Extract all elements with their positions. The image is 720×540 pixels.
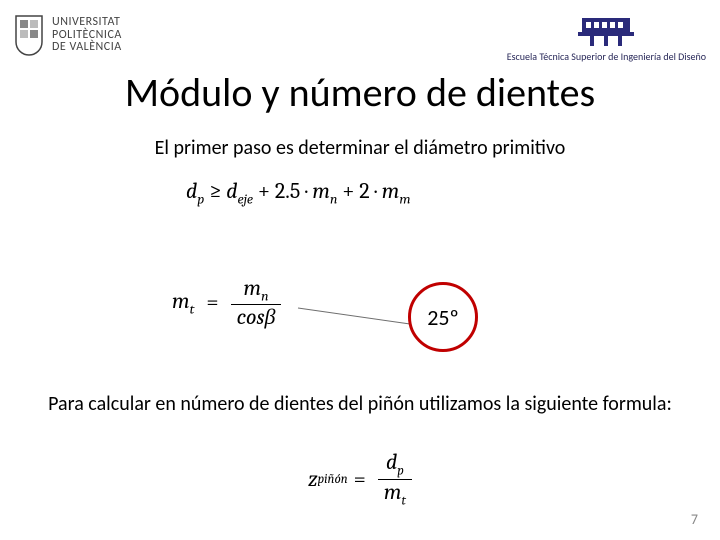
f1-mn-sub: n	[330, 190, 337, 207]
etsid-building-icon	[507, 14, 706, 48]
f1-plus2: +	[342, 178, 354, 204]
page-number: 7	[691, 511, 698, 528]
f1-dp-var: d	[186, 178, 197, 204]
upv-shield-icon	[14, 14, 44, 56]
f1-coef2: 2	[359, 178, 369, 204]
etsid-caption: Escuela Técnica Superior de Ingeniería d…	[507, 50, 706, 63]
f1-dp-sub: p	[197, 190, 204, 207]
slide: UNIVERSITAT POLITÈCNICA DE VALÈNCIA Escu…	[0, 0, 720, 540]
logo-upv: UNIVERSITAT POLITÈCNICA DE VALÈNCIA	[14, 14, 122, 56]
f3-fraction: dp mt	[378, 450, 412, 508]
f3-num-sub: p	[397, 463, 404, 478]
f2-eq: =	[206, 289, 218, 315]
f2-mt-sub: t	[190, 300, 195, 317]
f2-den-arg: β	[264, 304, 275, 330]
annotation-circle: 25º	[408, 282, 478, 352]
f1-plus1: +	[258, 178, 270, 204]
upv-text: UNIVERSITAT POLITÈCNICA DE VALÈNCIA	[52, 16, 122, 54]
text-pinion: Para calcular en número de dientes del p…	[0, 392, 720, 416]
f1-deje-var: d	[226, 178, 237, 204]
upv-line3: DE VALÈNCIA	[52, 41, 122, 54]
f2-mt-var: m	[172, 288, 190, 314]
f2-fraction: mn cosβ	[231, 276, 282, 329]
f3-num-var: d	[386, 449, 397, 475]
f1-deje-sub: eje	[238, 190, 254, 207]
intro-text: El primer paso es determinar el diámetro…	[0, 136, 720, 160]
f1-ge: ≥	[209, 178, 221, 204]
f3-z-var: z	[308, 466, 318, 492]
formula-mt: mt = mn cosβ	[172, 276, 281, 329]
f1-mn-var: m	[312, 178, 330, 204]
formula-dp: dp ≥ deje + 2.5 · mn + 2 · mm	[186, 178, 411, 207]
f1-coef: 2.5	[275, 178, 300, 204]
formula-zpinion: zpiñón = dp mt	[0, 450, 720, 508]
circle-label: 25º	[427, 304, 459, 331]
slide-title: Módulo y número de dientes	[0, 68, 720, 117]
f3-den-var: m	[384, 479, 402, 505]
logo-etsid: Escuela Técnica Superior de Ingeniería d…	[507, 14, 706, 63]
f2-num-sub: n	[261, 287, 268, 304]
f2-num-var: m	[243, 275, 261, 301]
f3-eq: =	[354, 466, 366, 492]
f2-den-fn: cos	[237, 304, 265, 330]
red-circle-icon: 25º	[408, 282, 478, 352]
connector-line	[298, 300, 420, 332]
f1-mm-var: m	[382, 178, 400, 204]
f3-den-sub: t	[401, 493, 405, 508]
f1-mm-sub: m	[399, 190, 410, 207]
upv-line1: UNIVERSITAT	[52, 16, 122, 29]
f3-z-sub: piñón	[318, 472, 348, 487]
